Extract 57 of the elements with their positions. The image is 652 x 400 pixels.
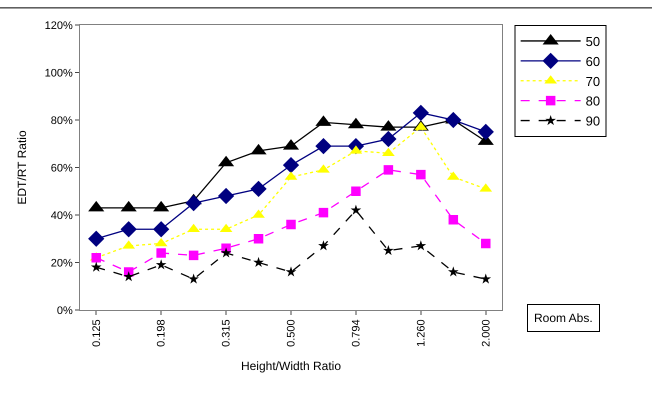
legend-label: 70 — [586, 74, 600, 89]
y-tick-label: 80% — [50, 114, 74, 127]
point — [153, 221, 170, 238]
point — [286, 220, 296, 230]
x-tick-label: 0.198 — [156, 319, 168, 347]
point — [481, 238, 491, 248]
point — [250, 180, 267, 198]
point — [282, 157, 300, 174]
point — [156, 259, 166, 270]
point — [90, 262, 102, 272]
point — [380, 130, 397, 148]
point — [123, 271, 134, 282]
y-tick-label: 40% — [50, 210, 74, 222]
y-tick-label: 0% — [56, 304, 74, 317]
y-tick-label: 100% — [44, 67, 74, 80]
y-tick-label: 120% — [44, 20, 74, 32]
point — [318, 240, 329, 250]
point — [448, 215, 458, 224]
x-axis-title: Height/Width Ratio — [240, 358, 342, 373]
point — [286, 266, 296, 277]
legend-label: 50 — [586, 34, 600, 50]
x-tick-label: 0.794 — [350, 319, 362, 347]
point — [318, 208, 328, 218]
point — [220, 247, 232, 258]
point — [350, 204, 362, 215]
point — [218, 188, 234, 204]
x-tick-label: 0.315 — [220, 319, 233, 347]
point — [315, 138, 332, 154]
legend-title: Room Abs. — [534, 311, 593, 325]
point — [253, 256, 264, 268]
point — [445, 112, 462, 128]
point — [120, 221, 137, 238]
point — [188, 250, 198, 260]
legend-label: 90 — [586, 114, 600, 129]
point — [88, 230, 104, 247]
point — [416, 170, 426, 180]
y-tick-label: 20% — [50, 257, 74, 270]
y-tick-label: 60% — [50, 162, 74, 174]
point — [351, 186, 361, 196]
x-tick-label: 0.500 — [286, 319, 298, 347]
legend-label: 60 — [586, 54, 600, 69]
point — [188, 274, 199, 284]
x-tick-label: 2.000 — [480, 319, 492, 347]
point — [156, 248, 166, 258]
x-tick-label: 0.125 — [90, 319, 103, 347]
legend-label: 80 — [586, 94, 600, 109]
point — [480, 274, 492, 284]
point — [448, 266, 459, 277]
point — [384, 165, 394, 175]
y-axis-title: EDT/RT Ratio — [14, 130, 29, 205]
point — [185, 195, 202, 212]
x-tick-label: 1.260 — [415, 319, 428, 347]
point — [416, 240, 426, 250]
point — [383, 245, 394, 256]
point — [478, 124, 494, 140]
point — [412, 104, 429, 122]
point — [254, 234, 264, 244]
